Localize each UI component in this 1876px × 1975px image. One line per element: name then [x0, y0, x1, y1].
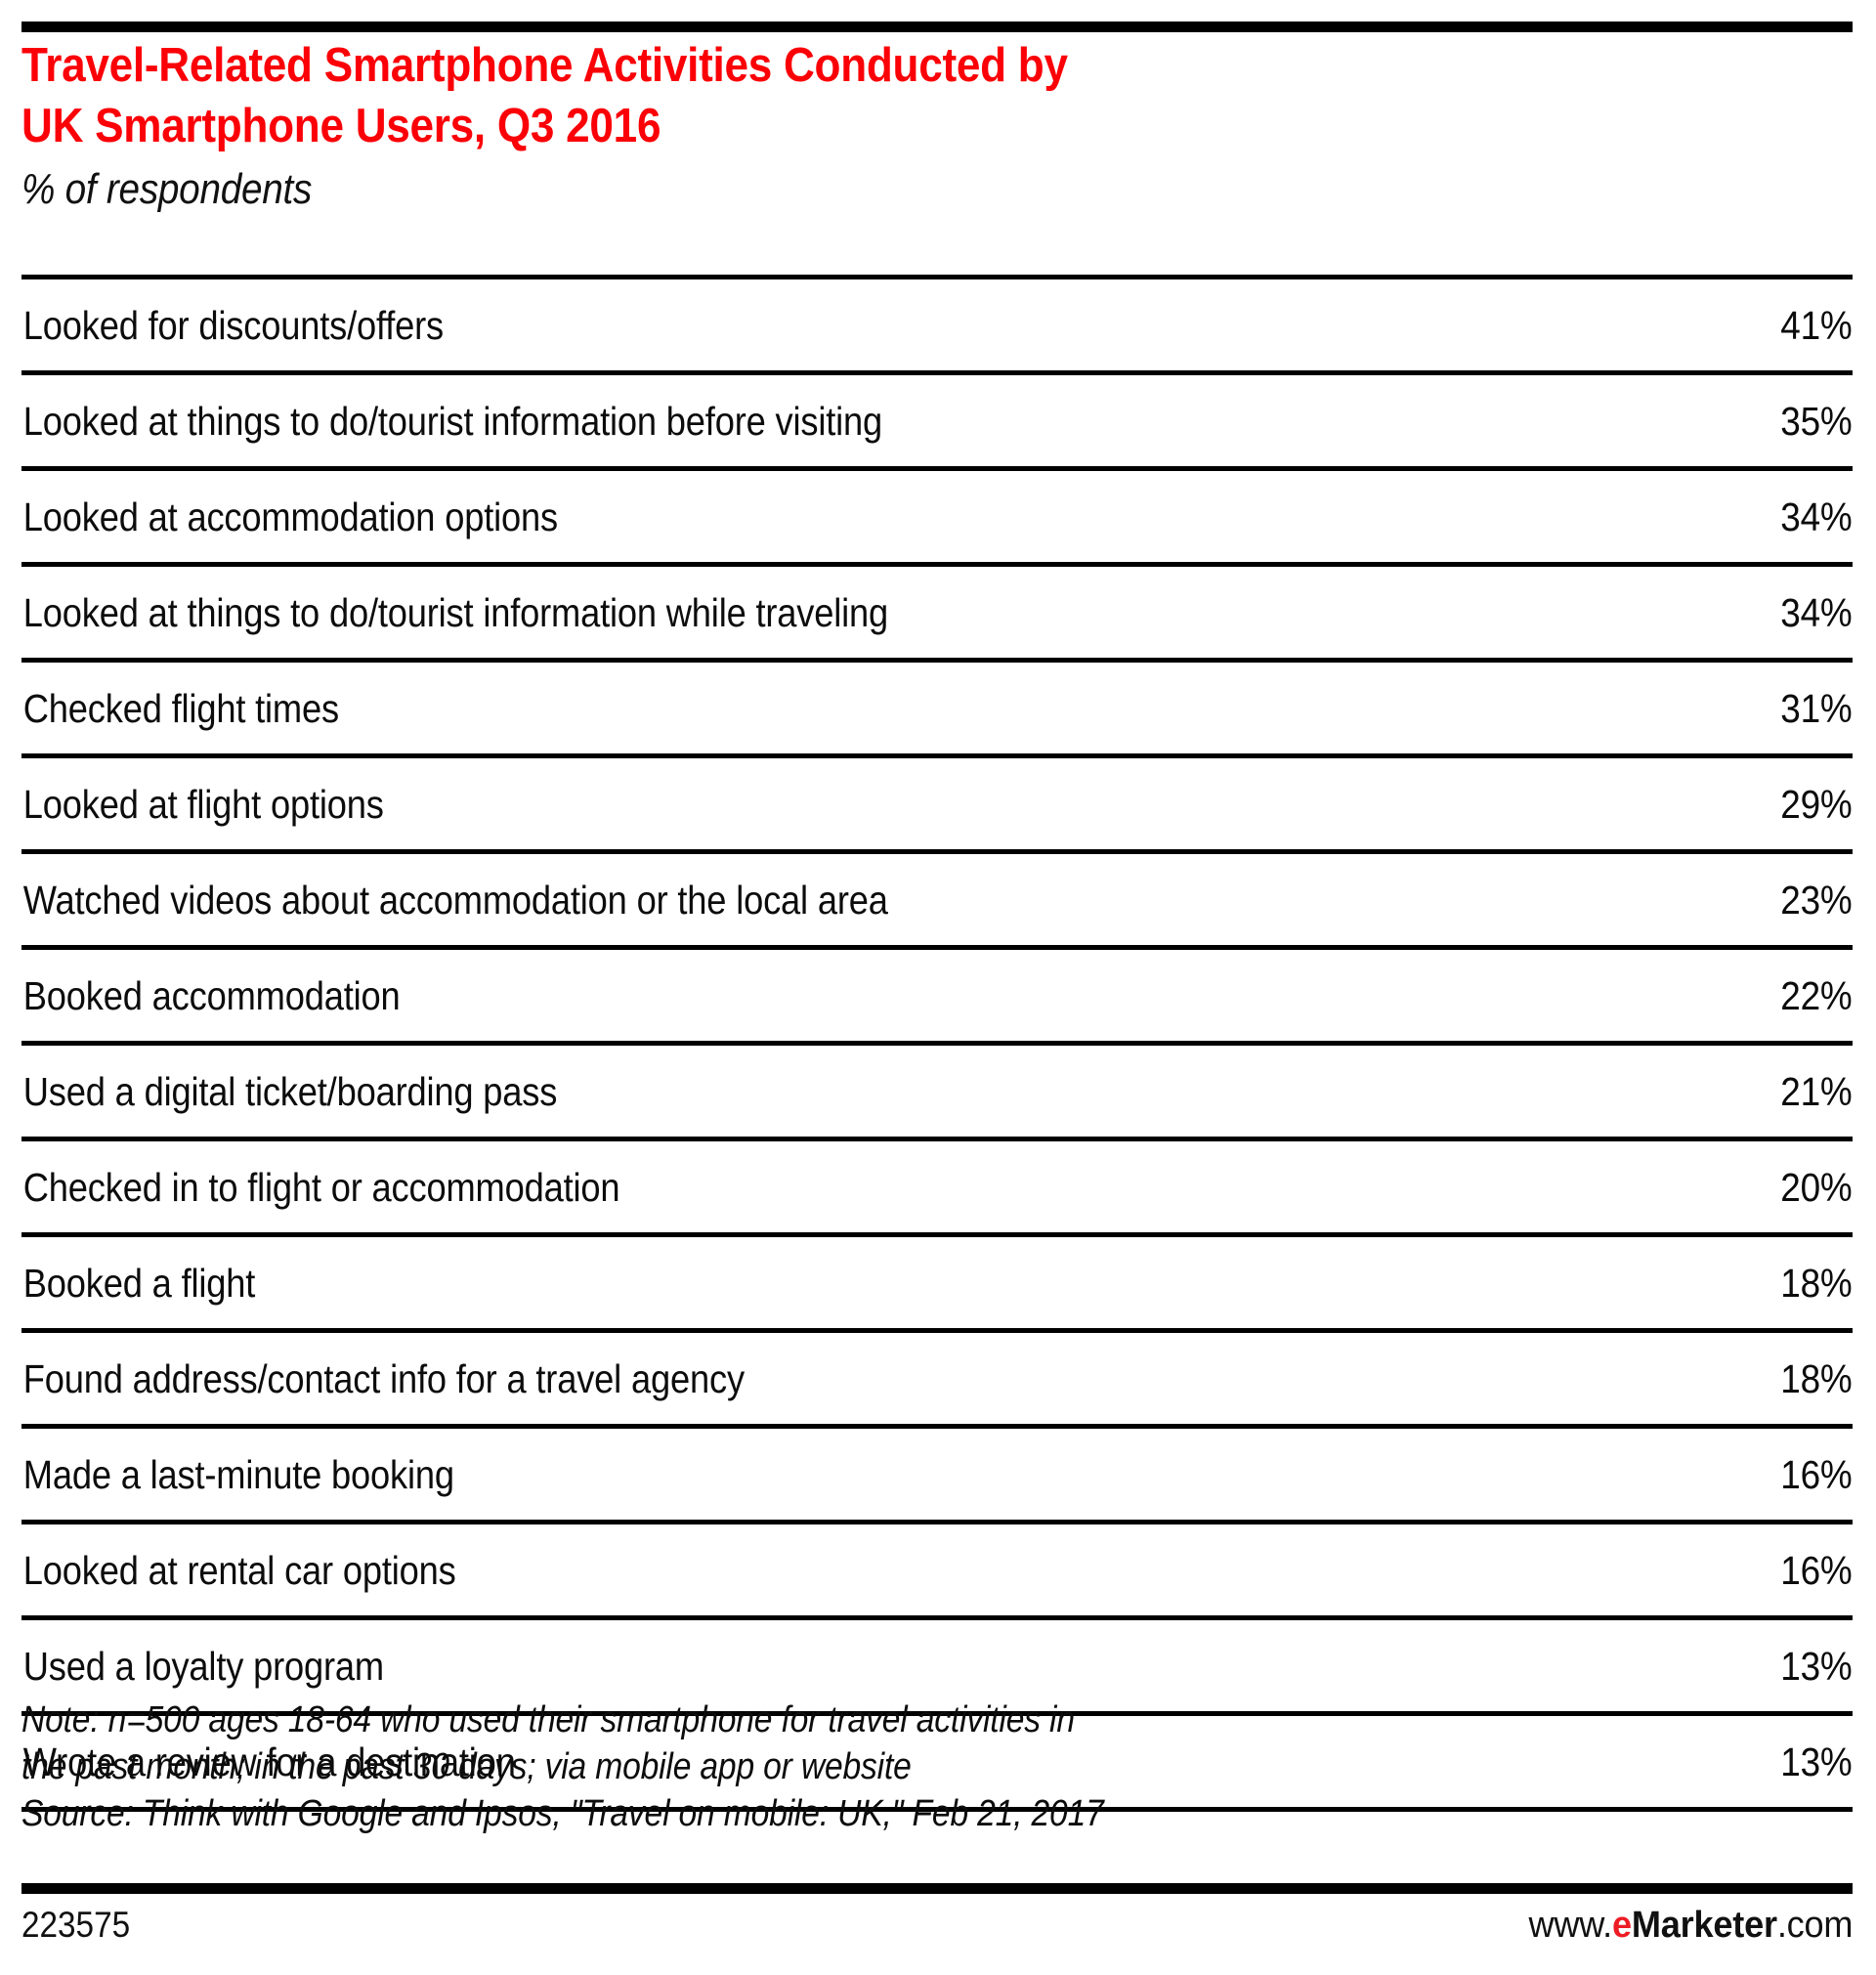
row-label: Booked accommodation: [22, 972, 401, 1018]
chart-id: 223575: [21, 1905, 131, 1945]
table-row: Looked at rental car options 16%: [21, 1524, 1853, 1615]
row-divider: [21, 1615, 1853, 1620]
row-value: 22%: [1779, 972, 1853, 1018]
row-value: 31%: [1779, 685, 1853, 731]
row-value: 29%: [1779, 781, 1853, 827]
row-divider: [21, 1232, 1853, 1237]
row-label: Used a digital ticket/boarding pass: [22, 1068, 558, 1114]
row-label: Used a loyalty program: [22, 1643, 384, 1689]
note-text: Note: n=500 ages 18-64 who used their sm…: [21, 1696, 1853, 1790]
note-line-2: the past month; in the past 30 days; via…: [21, 1746, 912, 1787]
row-value: 21%: [1779, 1068, 1853, 1114]
logo-e-letter: e: [1611, 1905, 1632, 1946]
row-label: Looked at accommodation options: [22, 494, 558, 539]
source-line: Source: Think with Google and Ipsos, "Tr…: [21, 1793, 1104, 1834]
row-label: Wrote a review for a destination: [22, 1739, 516, 1784]
table-row: Found address/contact info for a travel …: [21, 1333, 1853, 1424]
table-closing-rule: [21, 1807, 1853, 1812]
row-divider: [21, 1520, 1853, 1524]
row-divider: [21, 1137, 1853, 1141]
row-divider: [21, 1424, 1853, 1429]
bottom-divider-rule: [21, 1883, 1853, 1894]
row-label: Looked at things to do/tourist informati…: [22, 398, 883, 444]
row-label: Watched videos about accommodation or th…: [22, 877, 888, 923]
table-row: Looked at accommodation options 34%: [21, 471, 1853, 562]
row-divider: [21, 370, 1853, 375]
table-row: Looked at things to do/tourist informati…: [21, 567, 1853, 658]
row-value: 13%: [1779, 1739, 1853, 1784]
row-value: 16%: [1779, 1451, 1853, 1497]
table-row: Used a loyalty program 13%: [21, 1620, 1853, 1711]
title-block: Travel-Related Smartphone Activities Con…: [21, 35, 1853, 217]
row-value: 18%: [1779, 1260, 1853, 1306]
row-label: Made a last-minute booking: [22, 1451, 454, 1497]
table-row: Booked a flight 18%: [21, 1237, 1853, 1328]
table-row: Booked accommodation 22%: [21, 950, 1853, 1041]
page-subtitle: % of respondents: [21, 165, 313, 213]
row-value: 13%: [1779, 1643, 1853, 1689]
row-divider: [21, 1041, 1853, 1046]
row-value: 35%: [1779, 398, 1853, 444]
data-table: Looked for discounts/offers 41% Looked at …: [21, 275, 1853, 1812]
table-row: Checked in to flight or accommodation 20%: [21, 1141, 1853, 1232]
row-value: 41%: [1779, 302, 1853, 348]
row-value: 34%: [1779, 494, 1853, 539]
emarketer-logo[interactable]: www.eMarketer.com: [1528, 1903, 1853, 1948]
row-divider: [21, 849, 1853, 854]
row-divider: [21, 1328, 1853, 1333]
logo-brand-text: Marketer: [1631, 1905, 1777, 1946]
row-label: Looked at rental car options: [22, 1547, 456, 1593]
row-divider: [21, 753, 1853, 758]
logo-www-text: www.: [1528, 1905, 1612, 1946]
table-row: Watched videos about accommodation or th…: [21, 854, 1853, 945]
row-divider: [21, 466, 1853, 471]
top-divider-rule: [21, 21, 1853, 32]
table-row: Checked flight times 31%: [21, 663, 1853, 753]
logo-com-text: .com: [1776, 1905, 1854, 1946]
notes-block: Note: n=500 ages 18-64 who used their sm…: [21, 1696, 1853, 1837]
row-divider: [21, 658, 1853, 663]
row-label: Checked in to flight or accommodation: [22, 1164, 620, 1210]
footer: 223575 www.eMarketer.com: [21, 1903, 1853, 1948]
row-label: Looked at things to do/tourist informati…: [22, 589, 889, 635]
row-divider: [21, 275, 1853, 279]
row-label: Checked flight times: [22, 685, 339, 731]
row-label: Looked at flight options: [22, 781, 384, 827]
row-divider: [21, 562, 1853, 567]
row-label: Booked a flight: [22, 1260, 256, 1306]
page-title: Travel-Related Smartphone Activities Con…: [21, 39, 1068, 152]
row-divider: [21, 945, 1853, 950]
row-value: 20%: [1779, 1164, 1853, 1210]
table-row: Made a last-minute booking 16%: [21, 1429, 1853, 1520]
row-value: 34%: [1779, 589, 1853, 635]
row-label: Found address/contact info for a travel …: [22, 1355, 745, 1401]
row-label: Looked for discounts/offers: [22, 302, 445, 348]
table-row: Looked for discounts/offers 41%: [21, 279, 1853, 370]
table-row: Wrote a review for a destination 13%: [21, 1716, 1853, 1807]
note-line-1: Note: n=500 ages 18-64 who used their sm…: [21, 1699, 1075, 1740]
row-value: 23%: [1779, 877, 1853, 923]
row-value: 16%: [1779, 1547, 1853, 1593]
row-divider: [21, 1711, 1853, 1716]
table-row: Looked at things to do/tourist informati…: [21, 375, 1853, 466]
table-row: Looked at flight options 29%: [21, 758, 1853, 849]
table-row: Used a digital ticket/boarding pass 21%: [21, 1046, 1853, 1137]
row-value: 18%: [1779, 1355, 1853, 1401]
